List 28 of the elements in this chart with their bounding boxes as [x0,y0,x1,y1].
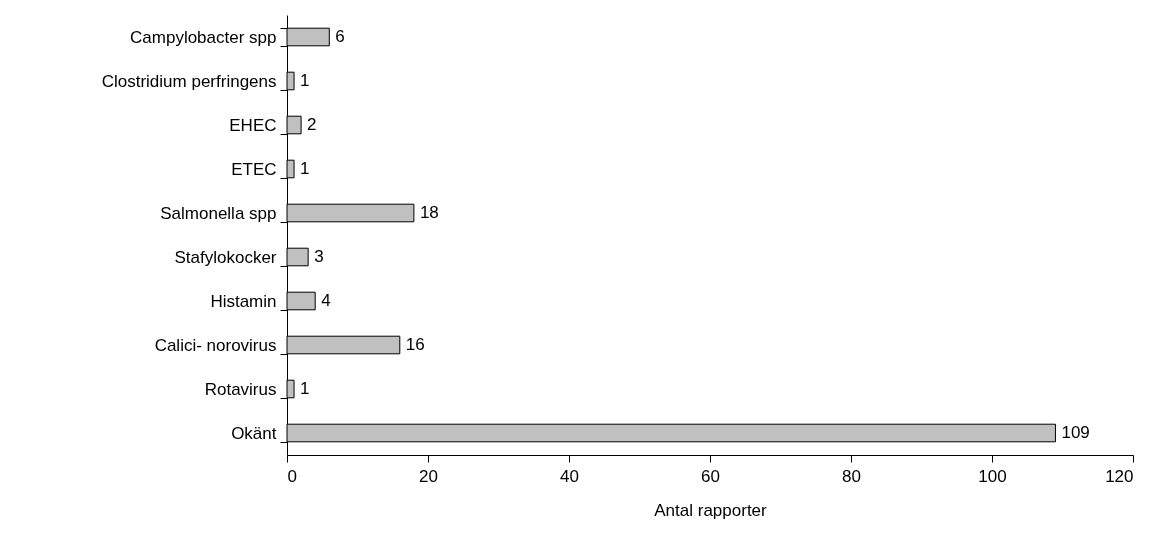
data-label: 1 [300,159,310,178]
data-label: 18 [419,203,439,222]
data-label: 4 [321,291,331,310]
y-tick-label: Histamin [210,291,277,311]
x-tick-label: 60 [701,466,720,486]
x-axis-title: Antal rapporter [654,500,768,520]
y-tick-label: Rotavirus [204,379,277,399]
y-tick-label: Clostridium perfringens [101,71,277,91]
x-tick-label: 80 [842,466,861,486]
y-tick-label: ETEC [231,159,277,179]
x-tick-label: 120 [1105,466,1134,486]
x-tick-label: 20 [419,466,438,486]
data-label: 16 [405,335,425,354]
y-tick-label: Okänt [231,423,277,443]
x-tick-label: 0 [287,466,297,486]
data-label: 109 [1061,423,1090,442]
data-label: 3 [314,247,324,266]
y-tick-label: Stafylokocker [174,247,277,267]
y-tick-label: Salmonella spp [160,203,277,223]
data-label: 1 [300,71,310,90]
x-tick-label: 100 [978,466,1007,486]
y-tick-label: Campylobacter spp [130,27,277,47]
y-tick-label: EHEC [229,115,277,135]
data-label: 6 [335,27,345,46]
data-label: 2 [307,115,317,134]
data-label: 1 [300,379,310,398]
y-tick-label: Calici- norovirus [154,335,277,355]
x-tick-label: 40 [560,466,579,486]
